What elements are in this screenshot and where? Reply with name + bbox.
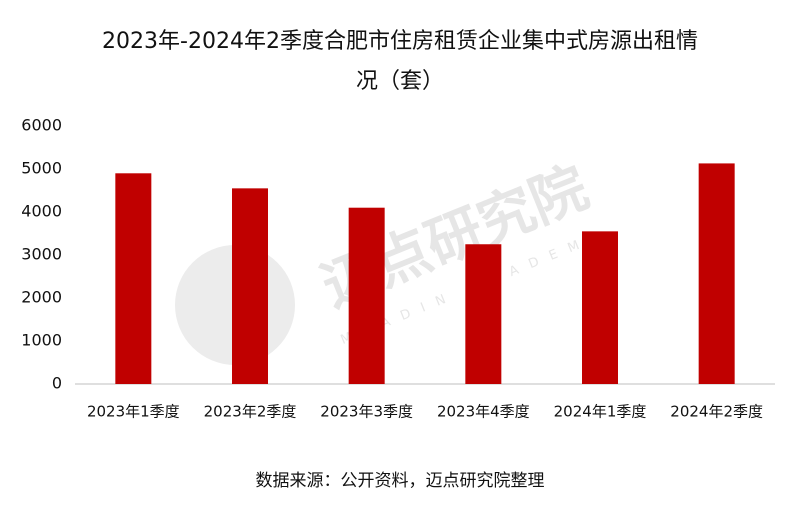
x-tick-label: 2023年2季度: [204, 403, 297, 421]
y-tick-label: 5000: [21, 159, 62, 178]
bar: [115, 173, 152, 384]
x-tick-label: 2023年4季度: [437, 403, 530, 421]
y-tick-label: 1000: [21, 331, 62, 350]
bar: [465, 244, 502, 384]
source-note: 数据来源：公开资料，迈点研究院整理: [255, 471, 545, 491]
y-tick-label: 2000: [21, 288, 62, 307]
y-tick-label: 3000: [21, 245, 62, 264]
bar: [698, 163, 735, 384]
y-tick-label: 0: [52, 374, 62, 393]
bar: [582, 231, 618, 384]
chart-title: 2023年-2024年2季度合肥市住房租赁企业集中式房源出租情况（套）: [102, 29, 698, 94]
bar: [232, 188, 268, 384]
x-tick-label: 2024年2季度: [670, 403, 763, 421]
x-tick-label: 2023年1季度: [87, 403, 180, 421]
y-tick-label: 4000: [21, 202, 62, 221]
x-tick-label: 2023年3季度: [320, 403, 413, 421]
y-tick-label: 6000: [21, 116, 62, 135]
bar: [348, 207, 385, 384]
x-tick-label: 2024年1季度: [554, 403, 647, 421]
